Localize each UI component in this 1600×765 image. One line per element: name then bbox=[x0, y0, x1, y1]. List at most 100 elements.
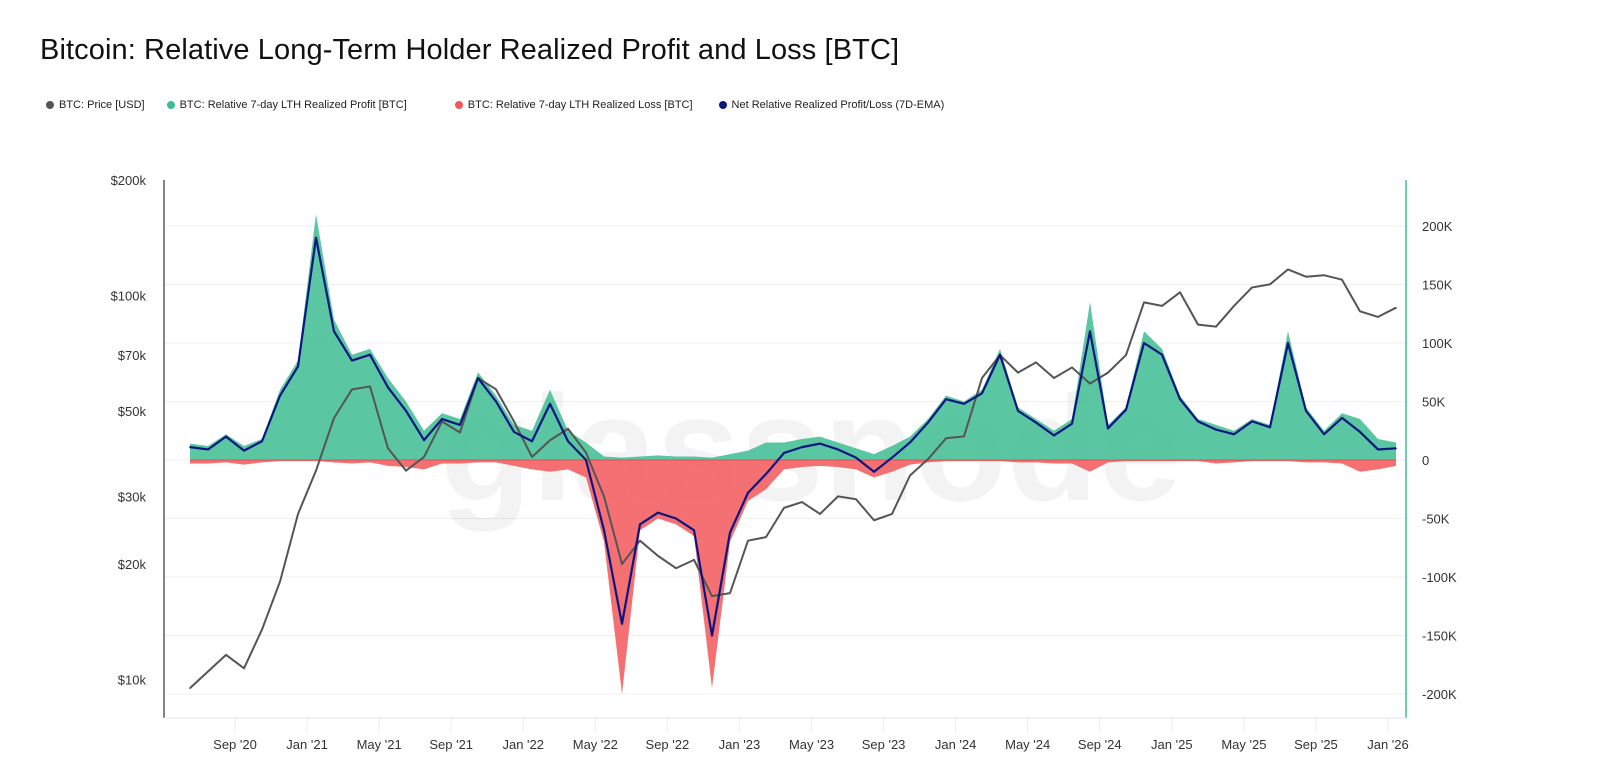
x-tick-label: Sep '22 bbox=[646, 737, 690, 752]
legend: BTC: Price [USD] BTC: Relative 7-day LTH… bbox=[46, 99, 966, 111]
legend-dot-loss bbox=[454, 101, 463, 109]
right-tick-label: 100K bbox=[1422, 336, 1453, 351]
net-line-point bbox=[333, 330, 335, 333]
net-line-point bbox=[837, 448, 839, 451]
x-tick-label: Jan '22 bbox=[502, 737, 544, 752]
net-line-point bbox=[891, 456, 893, 459]
net-line-point bbox=[189, 446, 191, 448]
net-line-point bbox=[423, 439, 425, 441]
net-line-point bbox=[225, 435, 227, 438]
price-line-point bbox=[1359, 310, 1361, 313]
price-line-point bbox=[1251, 286, 1253, 289]
price-line-point bbox=[603, 495, 605, 498]
net-line-point bbox=[1035, 421, 1037, 424]
x-tick-label: Jan '25 bbox=[1151, 737, 1193, 752]
net-line-point bbox=[1197, 420, 1199, 423]
net-line-point bbox=[1125, 408, 1127, 411]
net-line-point bbox=[207, 448, 209, 451]
price-line-point bbox=[495, 388, 497, 391]
net-line-point bbox=[657, 511, 659, 514]
net-line-point bbox=[549, 403, 551, 405]
legend-label: Net Relative Realized Profit/Loss (7D-EM… bbox=[731, 99, 945, 111]
price-line-point bbox=[1143, 301, 1145, 304]
right-tick-label: -200K bbox=[1422, 687, 1457, 702]
net-line-point bbox=[243, 449, 245, 452]
price-line-point bbox=[1089, 382, 1091, 385]
net-line-point bbox=[693, 529, 695, 531]
net-line-point bbox=[729, 531, 731, 534]
price-line-point bbox=[243, 667, 245, 670]
net-line-point bbox=[945, 398, 947, 400]
price-line-point bbox=[297, 513, 299, 515]
legend-dot-profit bbox=[166, 101, 175, 109]
price-line-point bbox=[675, 567, 677, 570]
chart-title: Bitcoin: Relative Long-Term Holder Reali… bbox=[40, 34, 900, 66]
net-line-point bbox=[1161, 353, 1163, 356]
net-line-point bbox=[819, 442, 821, 445]
net-line-point bbox=[1323, 433, 1325, 436]
x-tick-label: Jan '26 bbox=[1367, 737, 1409, 752]
right-tick-label: -150K bbox=[1422, 629, 1457, 644]
x-tick-label: Sep '24 bbox=[1078, 737, 1122, 752]
x-tick-label: May '24 bbox=[1005, 737, 1050, 752]
net-line-point bbox=[369, 353, 371, 356]
legend-item-profit[interactable]: BTC: Relative 7-day LTH Realized Profit … bbox=[166, 99, 407, 111]
price-line-point bbox=[1377, 316, 1379, 318]
net-line-point bbox=[1287, 342, 1289, 344]
net-line-point bbox=[1251, 420, 1253, 423]
price-line-point bbox=[1269, 283, 1271, 286]
net-line-point bbox=[297, 365, 299, 368]
net-line-point bbox=[999, 353, 1001, 356]
left-tick-label: $70k bbox=[118, 348, 147, 363]
net-line-point bbox=[1341, 417, 1343, 419]
left-tick-label: $100k bbox=[111, 289, 147, 304]
price-line-point bbox=[1179, 291, 1181, 294]
net-line-point bbox=[1107, 427, 1109, 430]
net-line-point bbox=[1143, 342, 1145, 344]
legend-label: BTC: Relative 7-day LTH Realized Loss [B… bbox=[467, 99, 693, 111]
price-line-point bbox=[1323, 274, 1325, 277]
x-tick-label: Sep '23 bbox=[862, 737, 906, 752]
price-line-point bbox=[819, 513, 821, 515]
price-line-point bbox=[1215, 325, 1217, 328]
price-line-point bbox=[459, 431, 461, 434]
net-line-point bbox=[603, 529, 605, 531]
legend-item-loss[interactable]: BTC: Relative 7-day LTH Realized Loss [B… bbox=[454, 99, 693, 111]
profit-area bbox=[190, 214, 1396, 460]
legend-label: BTC: Price [USD] bbox=[59, 99, 145, 111]
price-line-point bbox=[1125, 354, 1127, 356]
price-line-point bbox=[963, 435, 965, 438]
right-tick-label: 150K bbox=[1422, 278, 1453, 293]
lines bbox=[189, 236, 1397, 689]
right-tick-label: 0 bbox=[1422, 453, 1429, 468]
net-line-point bbox=[1233, 433, 1235, 436]
price-line-point bbox=[837, 495, 839, 498]
net-line-point bbox=[405, 410, 407, 412]
left-tick-label: $10k bbox=[118, 673, 147, 688]
net-line-point bbox=[711, 634, 713, 637]
left-tick-label: $20k bbox=[118, 557, 147, 572]
x-tick-label: Jan '21 bbox=[286, 737, 328, 752]
net-line-point bbox=[567, 440, 569, 443]
price-line-point bbox=[333, 417, 335, 419]
price-line-point bbox=[891, 513, 893, 515]
net-line-point bbox=[387, 386, 389, 389]
net-line-point bbox=[459, 424, 461, 426]
net-line bbox=[189, 236, 1397, 637]
net-line-point bbox=[513, 431, 515, 433]
price-line-point bbox=[567, 427, 569, 430]
price-line bbox=[189, 268, 1397, 689]
price-line-point bbox=[927, 458, 929, 460]
price-line-point bbox=[747, 539, 749, 542]
x-tick-label: Jan '24 bbox=[935, 737, 977, 752]
price-line-point bbox=[945, 437, 947, 440]
price-line-point bbox=[873, 519, 875, 522]
price-line-point bbox=[981, 377, 983, 379]
legend-item-price[interactable]: BTC: Price [USD] bbox=[46, 99, 145, 111]
price-line-point bbox=[765, 536, 767, 538]
price-line-point bbox=[1017, 371, 1019, 374]
legend-item-net[interactable]: Net Relative Realized Profit/Loss (7D-EM… bbox=[718, 99, 945, 111]
net-line-point bbox=[495, 400, 497, 403]
legend-dot-price bbox=[46, 101, 54, 109]
